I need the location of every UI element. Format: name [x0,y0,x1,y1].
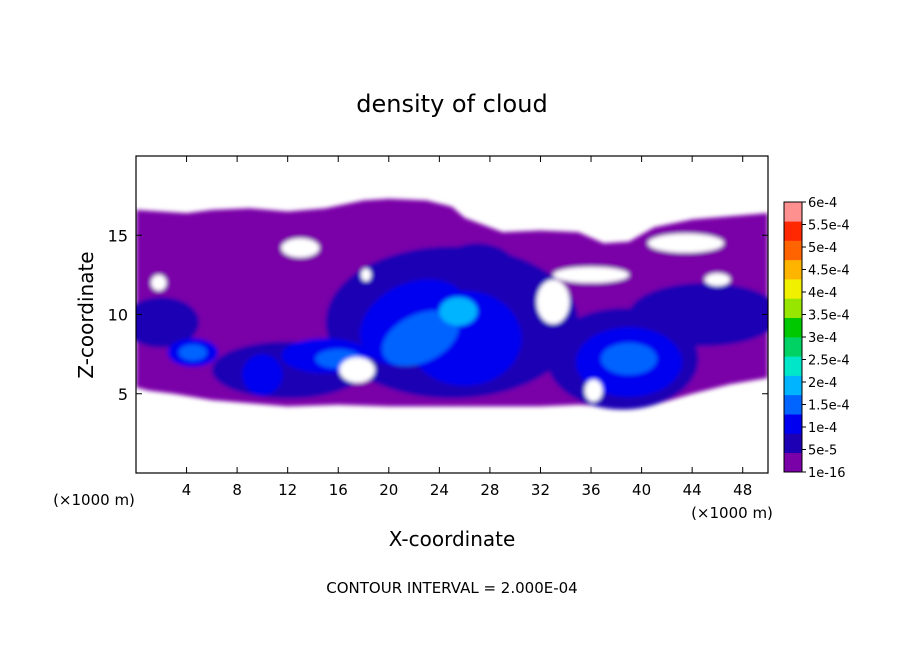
colorbar-swatch [784,202,802,222]
cloud-gap [360,268,372,282]
colorbar-swatch [784,259,802,280]
colorbar-label: 5.5e-4 [808,219,850,234]
y-axis-label: Z-coordinate [74,251,98,378]
x-tick-label: 40 [632,481,651,499]
cloud-gap [339,357,375,383]
colorbar-label: 1e-16 [808,466,846,481]
colorbar-label: 5e-4 [808,241,837,256]
y-tick-label: 5 [118,385,128,404]
colorbar-swatch [784,298,802,319]
band-5e-5 [136,297,200,348]
y-axis: 5 10 15 [108,226,768,404]
x-tick-label: 4 [182,481,192,499]
colorbar-swatch [784,433,802,454]
cloud-gap [553,266,629,283]
chart-title: density of cloud [356,90,547,118]
band-1.5e-4 [382,310,459,366]
x-tick-label: 32 [531,481,550,499]
cloud-gap [281,238,320,258]
colorbar-swatch [784,221,802,241]
colorbar-swatch [784,279,802,299]
x-unit-right: (×1000 m) [691,504,773,522]
colorbar-swatch [784,356,802,376]
x-tick-label: 48 [733,481,752,499]
band-1.5e-4 [178,344,207,361]
colorbar-swatch [784,375,802,396]
colorbar-label: 4e-4 [808,286,837,301]
colorbar-swatch [784,414,802,434]
cloud-gap [704,273,731,286]
colorbar-label: 1e-4 [808,421,837,436]
x-tick-label: 44 [683,481,702,499]
band-2e-4 [439,297,478,326]
cloud-gap [584,379,603,402]
x-tick-label: 12 [278,481,297,499]
colorbar-swatch [784,452,802,473]
colorbar-label: 2.5e-4 [808,354,850,369]
cloud-gap [647,233,724,253]
band-1e-4 [242,354,283,396]
colorbar-label: 3.5e-4 [808,309,850,324]
colorbar-swatch [784,394,802,415]
x-unit-left: (×1000 m) [53,491,135,509]
band-1.5e-4 [601,343,657,375]
x-tick-label: 36 [581,481,600,499]
cloud-gap [536,279,570,325]
colorbar-label: 1.5e-4 [808,399,850,414]
colorbar-label: 4.5e-4 [808,264,850,279]
x-tick-label: 16 [329,481,348,499]
x-axis-label: X-coordinate [389,527,516,551]
x-tick-label: 28 [480,481,499,499]
colorbar: 1e-16 5e-5 1e-4 1.5e-4 2e-4 2.5e-4 3e-4 3.5e-4 4… [783,196,850,481]
colorbar-label: 3e-4 [808,331,837,346]
x-axis: 4 8 12 16 20 24 28 32 36 40 44 48 [182,156,752,499]
y-tick-label: 15 [108,226,128,245]
cloud-gap [151,274,167,291]
colorbar-label: 2e-4 [808,376,837,391]
colorbar-swatch [784,337,802,357]
colorbar-label: 6e-4 [808,196,837,211]
y-tick-label: 10 [108,306,128,325]
contour-interval-note: CONTOUR INTERVAL = 2.000E-04 [326,579,577,597]
x-tick-label: 24 [430,481,449,499]
x-tick-label: 8 [232,481,242,499]
colorbar-swatch [784,317,802,338]
x-tick-label: 20 [379,481,398,499]
band-5e-5 [628,282,768,347]
cloud-density-field [136,198,768,410]
colorbar-swatch [784,240,802,261]
colorbar-label: 5e-5 [808,444,837,459]
